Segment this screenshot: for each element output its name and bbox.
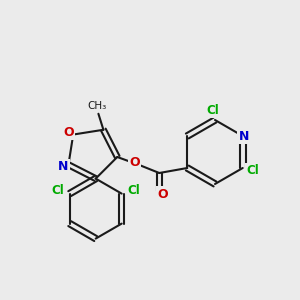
Text: O: O xyxy=(129,157,140,169)
Text: N: N xyxy=(58,160,69,173)
Text: O: O xyxy=(157,188,168,200)
Text: N: N xyxy=(238,130,249,142)
Text: CH₃: CH₃ xyxy=(88,101,107,111)
Text: Cl: Cl xyxy=(246,164,259,178)
Text: O: O xyxy=(63,126,74,139)
Text: Cl: Cl xyxy=(51,184,64,197)
Text: Cl: Cl xyxy=(207,103,219,116)
Text: Cl: Cl xyxy=(127,184,140,197)
